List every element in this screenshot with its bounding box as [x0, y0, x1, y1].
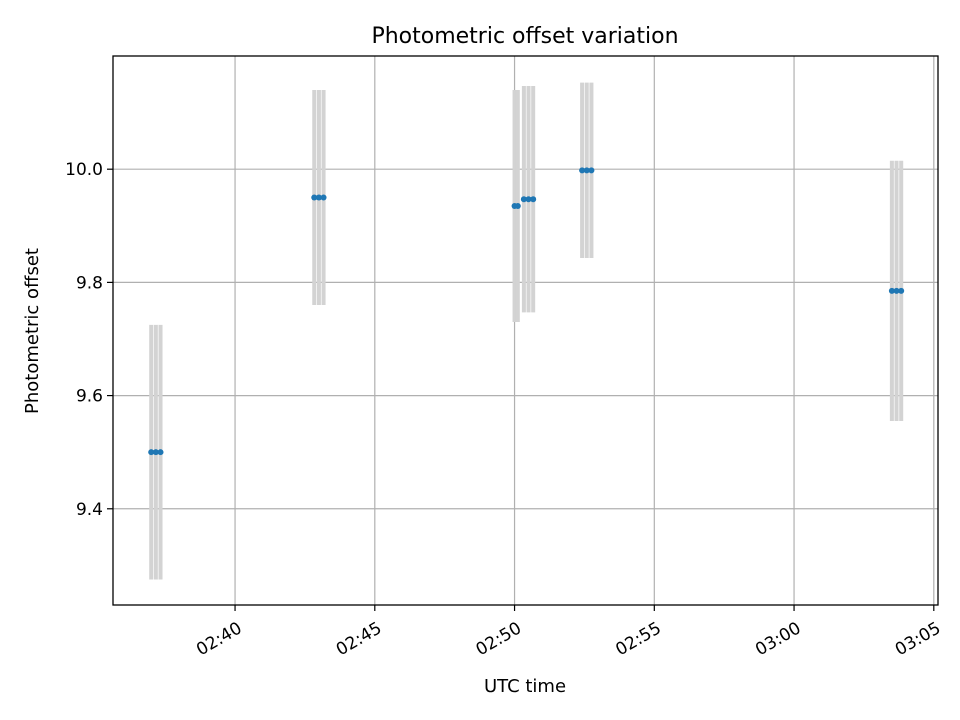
data-point — [530, 196, 537, 203]
data-point — [157, 449, 164, 456]
data-point — [152, 449, 159, 456]
data-point — [898, 287, 905, 294]
data-point — [525, 196, 532, 203]
plot-frame — [112, 55, 939, 606]
data-point — [311, 194, 318, 201]
y-axis-label: Photometric offset — [22, 248, 43, 414]
data-point — [315, 194, 322, 201]
y-tick-label: 9.6 — [76, 387, 103, 407]
data-point — [520, 196, 527, 203]
x-axis-label: UTC time — [484, 676, 566, 697]
data-point — [583, 167, 590, 174]
data-point — [588, 167, 595, 174]
y-tick-label: 9.8 — [76, 273, 103, 293]
data-point — [514, 202, 521, 209]
data-point — [893, 287, 900, 294]
chart-title: Photometric offset variation — [371, 24, 678, 49]
data-point — [320, 194, 327, 201]
y-tick-label: 9.4 — [76, 500, 103, 520]
y-tick-label: 10.0 — [65, 160, 103, 180]
data-points — [148, 167, 905, 456]
data-point — [579, 167, 586, 174]
data-point — [888, 287, 895, 294]
data-point — [148, 449, 155, 456]
y-axis-ticks: 9.4 9.6 9.8 10.0 — [65, 160, 113, 520]
